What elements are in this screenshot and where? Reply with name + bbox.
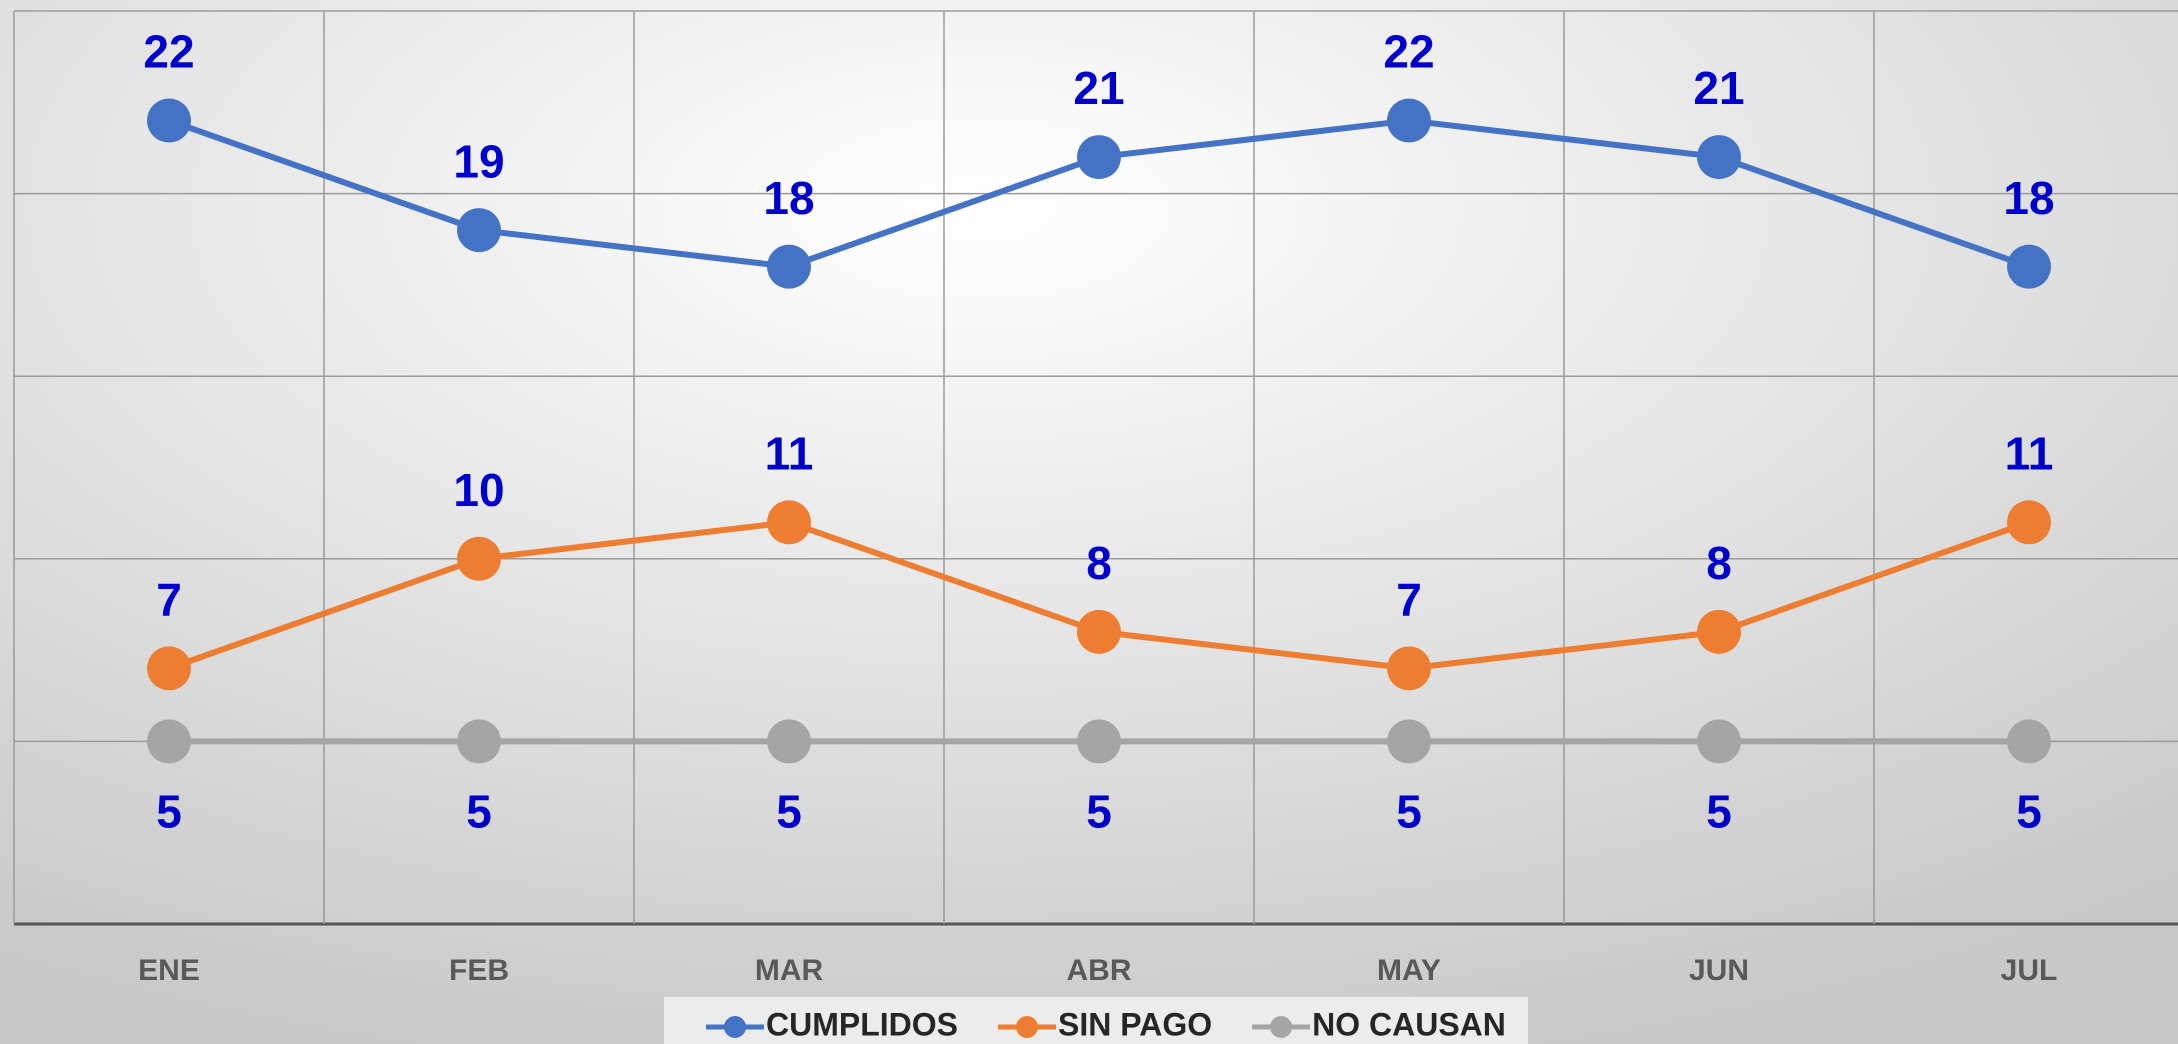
marker: [2007, 500, 2051, 545]
marker: [1387, 719, 1431, 764]
data-label: 5: [156, 786, 182, 838]
data-label: 19: [453, 135, 504, 187]
data-label: 10: [453, 464, 504, 516]
marker: [457, 536, 501, 581]
data-label: 5: [1396, 786, 1422, 838]
data-label: 5: [1086, 786, 1112, 838]
legend-box: [664, 997, 1528, 1044]
x-tick-label: MAY: [1377, 954, 1441, 987]
marker: [2007, 244, 2051, 289]
data-label: 21: [1073, 62, 1124, 114]
legend-marker: [1016, 1016, 1038, 1038]
data-label: 18: [763, 172, 814, 224]
data-label: 7: [156, 574, 182, 626]
legend-marker: [1270, 1016, 1293, 1038]
marker: [1697, 719, 1741, 764]
data-label: 11: [2005, 427, 2054, 479]
data-label: 21: [1693, 62, 1744, 114]
data-label: 22: [143, 26, 194, 78]
x-tick-label: MAR: [755, 954, 824, 987]
data-label: 5: [1706, 786, 1732, 838]
marker: [1387, 98, 1431, 143]
data-label: 8: [1706, 537, 1732, 589]
marker: [457, 719, 501, 764]
data-label: 8: [1086, 537, 1112, 589]
marker: [1077, 719, 1121, 764]
data-label: 5: [2016, 786, 2042, 838]
x-tick-label: JUL: [2001, 954, 2058, 987]
marker: [1697, 135, 1741, 180]
legend-label: NO CAUSAN: [1312, 1006, 1506, 1042]
marker: [1387, 646, 1431, 691]
marker: [147, 98, 191, 143]
marker: [2007, 719, 2051, 764]
data-label: 22: [1383, 26, 1434, 78]
x-tick-label: ABR: [1067, 954, 1132, 987]
marker: [147, 719, 191, 764]
marker: [767, 244, 811, 289]
legend-label: SIN PAGO: [1058, 1006, 1212, 1042]
marker: [767, 719, 811, 764]
x-tick-label: JUN: [1689, 954, 1749, 987]
data-label: 5: [466, 786, 492, 838]
data-label: 18: [2003, 172, 2054, 224]
legend-marker: [724, 1016, 746, 1038]
marker: [1077, 135, 1121, 180]
legend-label: CUMPLIDOS: [766, 1006, 958, 1042]
marker: [767, 500, 811, 545]
marker: [457, 208, 501, 253]
data-label: 7: [1396, 574, 1422, 626]
data-label: 11: [765, 427, 814, 479]
marker: [1697, 609, 1741, 654]
x-tick-label: ENE: [138, 954, 200, 987]
x-tick-label: FEB: [449, 954, 509, 987]
data-label: 5: [776, 786, 802, 838]
marker: [1077, 609, 1121, 654]
marker: [147, 646, 191, 691]
